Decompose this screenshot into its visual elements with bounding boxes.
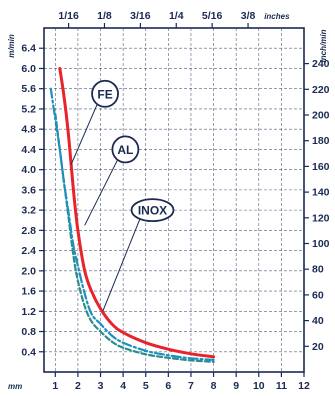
- right-tick-label: 100: [312, 238, 330, 250]
- y-tick-label: 0.8: [21, 326, 36, 338]
- right-tick-label: 200: [312, 110, 330, 122]
- leader-line-al: [84, 159, 119, 226]
- x-tick-label: 11: [276, 380, 287, 392]
- top-tick-label: 1/8: [97, 10, 112, 22]
- label-layer: 1 2 3 4 5 6 7 8 9 10 11 121/16 1/8 3/16 1/4 5/16 3/80.40…: [7, 10, 330, 392]
- leader-line-fe: [70, 103, 98, 165]
- y-tick-label: 4.0: [21, 164, 36, 176]
- top-tick-label: 3/16: [130, 10, 151, 22]
- plot-frame: [43, 27, 305, 373]
- leader-line-inox: [102, 218, 141, 312]
- top-unit-label: inches: [264, 12, 290, 21]
- x-tick-label: 1: [52, 380, 58, 392]
- right-tick-label: 20: [312, 341, 324, 353]
- x-tick-label: 12: [298, 380, 310, 392]
- y-tick-label: 2.0: [21, 265, 36, 277]
- y-tick-label: 6.0: [21, 63, 36, 75]
- callout-bubble-inox: [130, 198, 175, 223]
- right-tick-label: 220: [312, 84, 330, 96]
- right-tick-label: 60: [312, 289, 324, 301]
- y-tick-label: 5.6: [21, 83, 36, 95]
- right-tick-label: 120: [312, 212, 330, 224]
- y-tick-label: 5.2: [21, 103, 36, 115]
- y-tick-label: 1.6: [21, 286, 36, 298]
- right-tick-label: 160: [312, 161, 330, 173]
- y-tick-label: 0.4: [21, 346, 36, 358]
- series-label-fe: FE: [97, 87, 112, 101]
- y-tick-label: 6.4: [21, 43, 36, 55]
- x-unit-label: mm: [8, 382, 22, 391]
- right-tick-label: 240: [312, 58, 330, 70]
- series-label-al: AL: [117, 143, 133, 157]
- x-tick-label: 7: [188, 380, 194, 392]
- right-tick-label: 180: [312, 135, 330, 147]
- y-tick-label: 3.2: [21, 205, 36, 217]
- y-tick-label: 2.4: [21, 245, 36, 257]
- callout-bubble-al: [111, 135, 140, 164]
- x-tick-label: 5: [143, 380, 149, 392]
- y-tick-label: 4.4: [21, 144, 36, 156]
- y-tick-label: 3.6: [21, 184, 36, 196]
- callout-layer: FE AL INOX: [70, 79, 175, 312]
- right-tick-label: 40: [312, 315, 324, 327]
- x-tick-label: 3: [98, 380, 104, 392]
- x-tick-label: 2: [75, 380, 81, 392]
- y-tick-label: 2.8: [21, 225, 36, 237]
- x-tick-label: 10: [253, 380, 265, 392]
- series-label-inox: INOX: [138, 204, 167, 218]
- x-tick-label: 8: [211, 380, 217, 392]
- x-tick-label: 4: [120, 380, 126, 392]
- x-tick-label: 9: [233, 380, 239, 392]
- right-unit-label: inch/min: [319, 29, 328, 62]
- series-layer: [49, 67, 216, 363]
- top-tick-label: 5/16: [202, 10, 223, 22]
- x-tick-label: 6: [165, 380, 171, 392]
- y-tick-label: 4.8: [21, 124, 36, 136]
- y-tick-label: 1.2: [21, 306, 36, 318]
- callout-bubble-fe: [91, 79, 119, 108]
- right-tick-label: 80: [312, 264, 324, 276]
- top-tick-label: 1/16: [58, 10, 79, 22]
- top-tick-label: 3/8: [241, 10, 256, 22]
- right-tick-label: 140: [312, 187, 330, 199]
- series-line-fe: [58, 67, 216, 359]
- series-line-al: [49, 87, 215, 361]
- y-unit-label: m/min: [7, 34, 16, 58]
- top-tick-label: 1/4: [169, 10, 184, 22]
